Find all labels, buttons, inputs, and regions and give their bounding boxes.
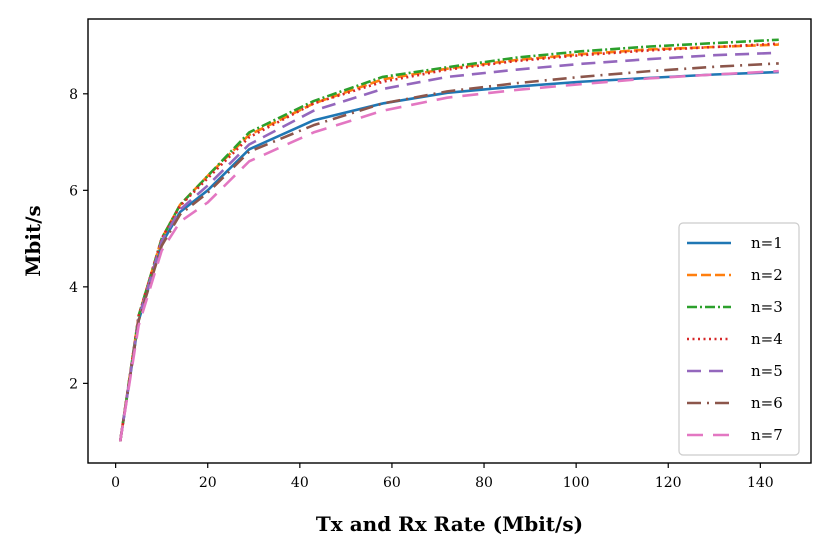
series-line-n7	[118, 69, 779, 442]
legend-label: n=1	[751, 234, 783, 252]
y-axis-title: Mbit/s	[21, 205, 45, 277]
legend: n=1 n=2 n=3 n=4 n=5 n=6 n=7	[678, 222, 800, 456]
y-tick-label: 8	[69, 87, 78, 103]
series-line-n5	[118, 51, 779, 442]
x-axis: 0 20 40 60 80 100 120 140	[111, 463, 774, 491]
y-tick-label: 2	[69, 376, 78, 392]
legend-label: n=3	[751, 298, 783, 316]
legend-item-n2: n=2	[687, 266, 783, 284]
legend-box	[678, 222, 800, 456]
legend-label: n=4	[751, 330, 783, 348]
x-tick-label: 100	[563, 475, 590, 491]
series-line-n6	[118, 62, 779, 442]
y-tick-label: 4	[69, 280, 78, 296]
x-tick-label: 80	[475, 475, 493, 491]
x-tick-label: 40	[291, 475, 309, 491]
legend-label: n=6	[751, 394, 783, 412]
legend-item-n5: n=5	[687, 362, 783, 380]
x-tick-label: 20	[199, 475, 217, 491]
plot-lines	[118, 38, 779, 442]
series-line-n3	[118, 38, 779, 442]
x-tick-label: 60	[383, 475, 401, 491]
legend-item-n7: n=7	[687, 426, 783, 444]
series-line-n4	[118, 42, 779, 442]
x-axis-title: Tx and Rx Rate (Mbit/s)	[316, 512, 583, 536]
y-axis: 2 4 6 8	[69, 87, 88, 392]
legend-item-n1: n=1	[687, 234, 783, 252]
x-tick-label: 140	[747, 475, 774, 491]
x-tick-label: 0	[111, 475, 120, 491]
legend-item-n4: n=4	[687, 330, 783, 348]
plot-frame	[87, 18, 812, 464]
legend-label: n=2	[751, 266, 783, 284]
x-tick-label: 120	[655, 475, 682, 491]
legend-item-n3: n=3	[687, 298, 783, 316]
y-tick-label: 6	[69, 183, 78, 199]
legend-label: n=5	[751, 362, 783, 380]
legend-label: n=7	[751, 426, 783, 444]
legend-item-n6: n=6	[687, 394, 783, 412]
